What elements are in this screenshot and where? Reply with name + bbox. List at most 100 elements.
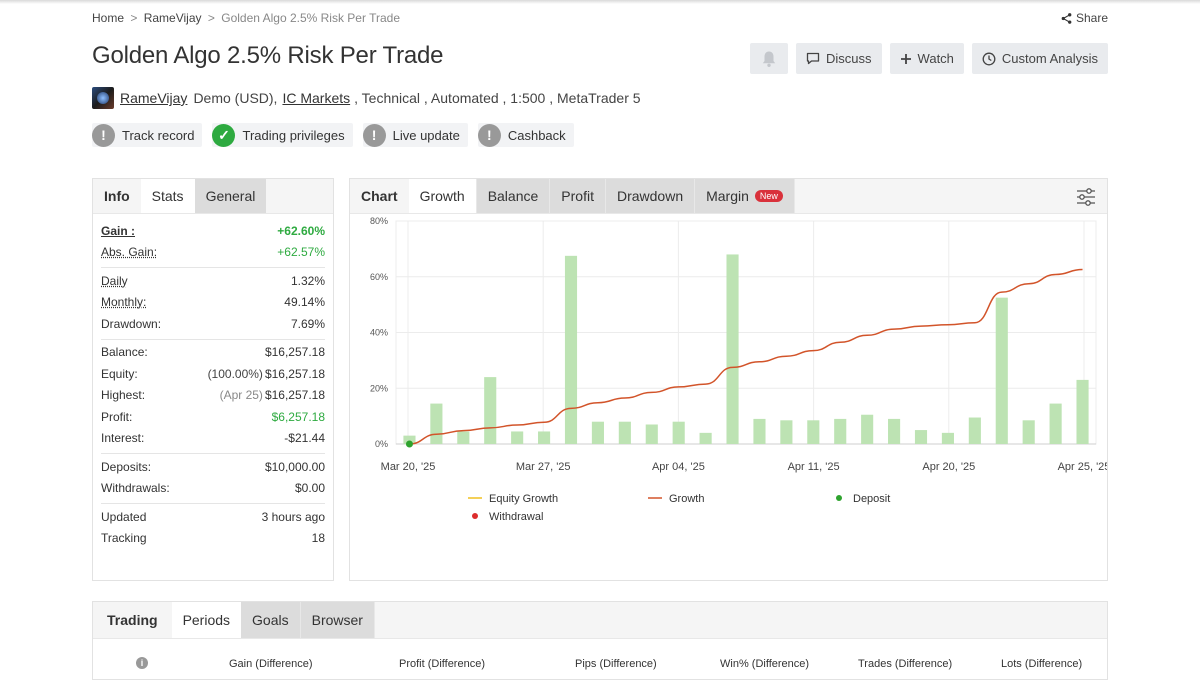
tab-growth[interactable]: Growth bbox=[408, 179, 477, 213]
stat-label: Highest: bbox=[101, 388, 146, 403]
stats-tabs: Info Stats General bbox=[93, 179, 333, 214]
discuss-button[interactable]: Discuss bbox=[796, 43, 882, 74]
growth-bar bbox=[564, 255, 578, 444]
breadcrumb-home[interactable]: Home bbox=[92, 11, 125, 25]
growth-bar bbox=[941, 432, 954, 444]
x-tick-label: Apr 20, '25 bbox=[922, 461, 975, 473]
legend-swatch-dot bbox=[472, 513, 478, 519]
stat-row-gain: Gain : +62.60% bbox=[101, 220, 325, 242]
tab-general[interactable]: General bbox=[194, 179, 267, 213]
stat-label: Updated bbox=[101, 509, 147, 524]
x-tick-label: Apr 04, '25 bbox=[652, 461, 705, 473]
stat-label[interactable]: Abs. Gain: bbox=[101, 245, 158, 260]
column-header[interactable]: Trades (Difference) bbox=[858, 658, 953, 670]
x-tick-label: Apr 25, '25 bbox=[1058, 461, 1107, 473]
growth-bar bbox=[968, 417, 981, 444]
growth-bar bbox=[753, 418, 766, 444]
growth-bar bbox=[618, 421, 631, 444]
badge-cashback[interactable]: ! Cashback bbox=[477, 123, 574, 147]
stat-value-gain: +62.60% bbox=[277, 223, 325, 238]
y-tick-label: 40% bbox=[370, 328, 388, 338]
chart-settings-icon[interactable] bbox=[1075, 186, 1097, 208]
stat-value-withdrawals: $0.00 bbox=[294, 481, 325, 496]
stat-row-deposits: Deposits: $10,000.00 bbox=[101, 456, 325, 478]
legend-label: Withdrawal bbox=[489, 511, 543, 523]
column-header[interactable]: Pips (Difference) bbox=[575, 658, 657, 670]
badge-track-record[interactable]: ! Track record bbox=[92, 123, 203, 147]
growth-bar bbox=[672, 421, 685, 444]
stat-row-highest: Highest: (Apr 25) $16,257.18 bbox=[101, 385, 325, 407]
growth-bar bbox=[914, 430, 928, 444]
y-tick-label: 20% bbox=[370, 383, 388, 393]
stat-label[interactable]: Gain : bbox=[101, 223, 136, 238]
stat-row-equity: Equity: (100.00%) $16,257.18 bbox=[101, 363, 325, 385]
growth-bar bbox=[888, 418, 901, 444]
warning-icon: ! bbox=[92, 123, 115, 147]
tab-profit[interactable]: Profit bbox=[550, 179, 606, 213]
stat-label: Withdrawals: bbox=[101, 481, 170, 496]
notify-button[interactable] bbox=[750, 43, 789, 74]
watch-button[interactable]: Watch bbox=[889, 43, 964, 74]
info-icon[interactable]: i bbox=[136, 657, 148, 669]
stat-row-monthly: Monthly: 49.14% bbox=[101, 292, 325, 314]
stat-highest-date: (Apr 25) bbox=[219, 388, 263, 403]
tab-drawdown[interactable]: Drawdown bbox=[605, 179, 696, 213]
tab-browser[interactable]: Browser bbox=[300, 602, 375, 638]
stat-label: Balance: bbox=[101, 345, 148, 360]
tab-trading[interactable]: Trading bbox=[107, 612, 158, 628]
stat-row-updated: Updated 3 hours ago bbox=[101, 506, 325, 528]
tab-chart[interactable]: Chart bbox=[361, 188, 398, 204]
legend-label: Equity Growth bbox=[489, 493, 558, 505]
stats-group-tracking: Updated 3 hours ago Tracking 18 bbox=[101, 504, 325, 553]
avatar[interactable] bbox=[92, 87, 114, 109]
top-shadow bbox=[0, 0, 1200, 4]
stat-equity-pct: (100.00%) bbox=[207, 366, 263, 381]
stat-label: Equity: bbox=[101, 366, 138, 381]
column-header[interactable]: Win% (Difference) bbox=[720, 658, 810, 670]
stats-panel: Info Stats General Gain : +62.60% Abs. G… bbox=[92, 178, 334, 581]
growth-bar bbox=[699, 432, 712, 444]
column-header[interactable]: Gain (Difference) bbox=[229, 658, 313, 670]
growth-bar bbox=[861, 414, 874, 444]
bell-icon bbox=[762, 51, 776, 67]
growth-bar bbox=[538, 431, 551, 444]
stat-row-abs-gain: Abs. Gain: +62.57% bbox=[101, 242, 325, 264]
stat-label[interactable]: Daily bbox=[101, 273, 128, 288]
tab-info[interactable]: Info bbox=[104, 188, 130, 204]
share-icon bbox=[1061, 12, 1072, 24]
stat-value-monthly: 49.14% bbox=[284, 295, 325, 310]
stat-value-drawdown: 7.69% bbox=[290, 316, 325, 331]
legend-label: Growth bbox=[669, 493, 704, 505]
stat-value-interest: -$21.44 bbox=[284, 431, 325, 446]
custom-analysis-button[interactable]: Custom Analysis bbox=[971, 43, 1108, 74]
watch-label: Watch bbox=[917, 51, 954, 66]
stats-group-rates: Daily 1.32% Monthly: 49.14% Drawdown: 7.… bbox=[101, 268, 325, 340]
column-header[interactable]: Lots (Difference) bbox=[1001, 658, 1083, 670]
system-meta: RameVijay Demo (USD), IC Markets , Techn… bbox=[92, 87, 641, 109]
tab-balance[interactable]: Balance bbox=[476, 179, 551, 213]
tab-margin[interactable]: Margin New bbox=[695, 179, 795, 213]
stat-row-profit: Profit: $6,257.18 bbox=[101, 406, 325, 428]
badge-trading-privileges[interactable]: ✓ Trading privileges bbox=[212, 123, 353, 147]
tab-goals[interactable]: Goals bbox=[241, 602, 301, 638]
badge-live-update[interactable]: ! Live update bbox=[362, 123, 468, 147]
author-link[interactable]: RameVijay bbox=[120, 90, 188, 106]
x-tick-label: Mar 27, '25 bbox=[516, 461, 571, 473]
breadcrumb-user[interactable]: RameVijay bbox=[143, 11, 202, 25]
stats-group-balance: Balance: $16,257.18 Equity: (100.00%) $16… bbox=[101, 340, 325, 454]
stat-label: Deposits: bbox=[101, 459, 152, 474]
share-button[interactable]: Share bbox=[1061, 11, 1108, 25]
verification-badges: ! Track record ✓ Trading privileges ! Li… bbox=[92, 123, 574, 147]
broker-link[interactable]: IC Markets bbox=[282, 90, 351, 106]
tab-periods[interactable]: Periods bbox=[171, 602, 242, 638]
stat-label: Interest: bbox=[101, 431, 145, 446]
stat-label[interactable]: Monthly: bbox=[101, 295, 147, 310]
periods-table-header: i Gain (Difference) Profit (Difference) … bbox=[93, 639, 1107, 679]
check-icon: ✓ bbox=[212, 123, 236, 147]
stat-value-balance: $16,257.18 bbox=[264, 345, 325, 360]
growth-bar bbox=[780, 420, 793, 444]
breadcrumb-separator: > bbox=[130, 11, 138, 25]
growth-bar bbox=[834, 418, 847, 444]
tab-stats[interactable]: Stats bbox=[140, 179, 195, 213]
column-header[interactable]: Profit (Difference) bbox=[399, 658, 485, 670]
